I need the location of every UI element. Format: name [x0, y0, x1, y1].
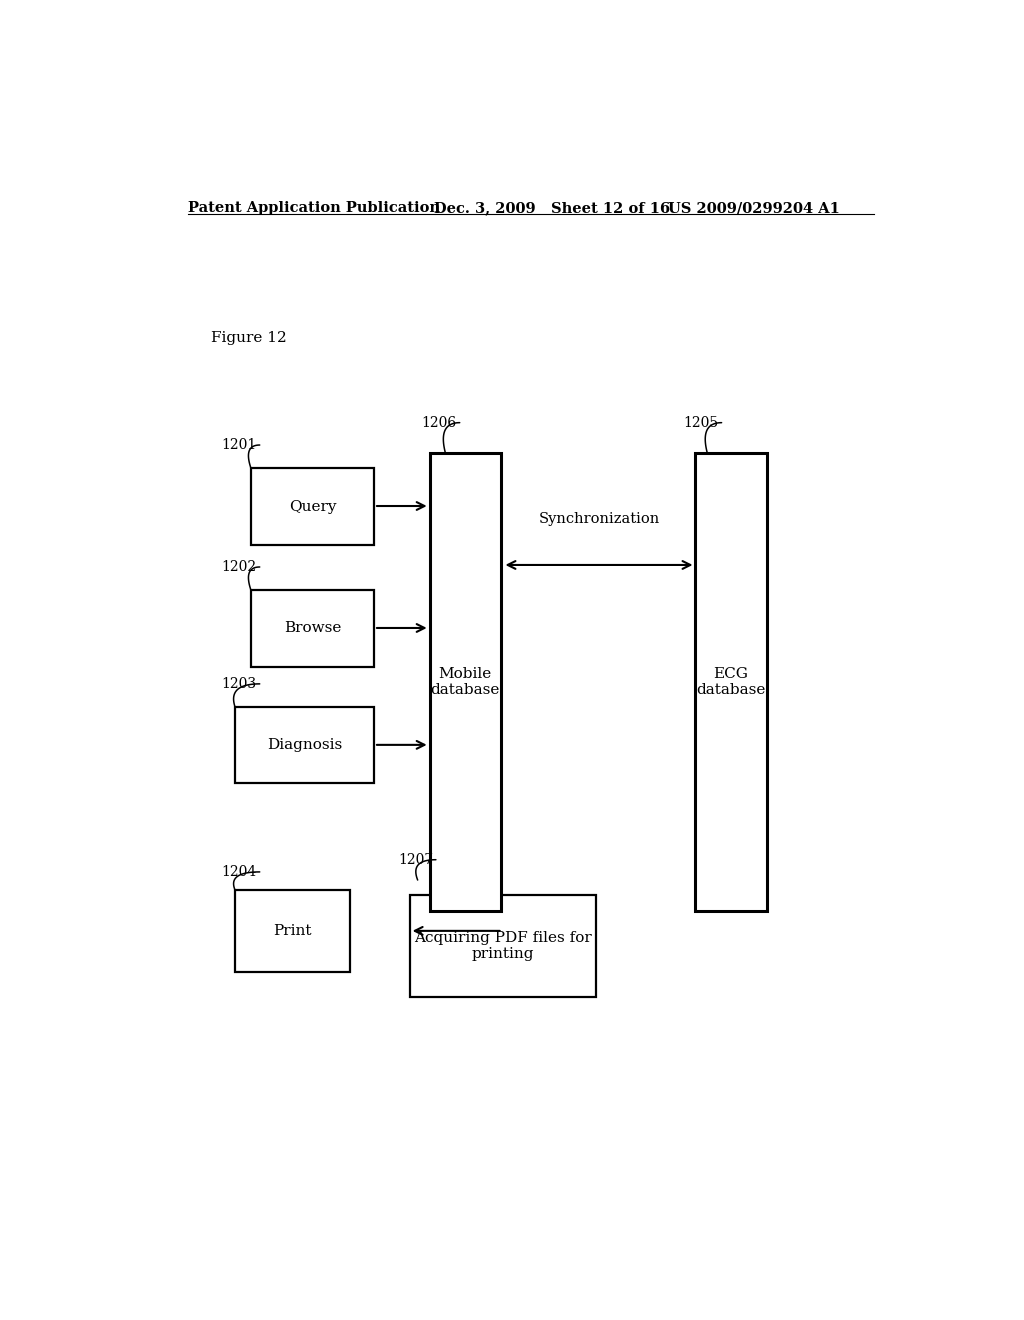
Text: Browse: Browse	[284, 622, 341, 635]
Text: 1207: 1207	[397, 853, 433, 867]
Text: Print: Print	[273, 924, 312, 939]
Bar	[236, 708, 374, 784]
Text: Patent Application Publication: Patent Application Publication	[187, 201, 439, 215]
Text: ECG
database: ECG database	[696, 667, 766, 697]
Text: 1203: 1203	[221, 677, 257, 690]
Text: 1206: 1206	[422, 416, 457, 430]
Bar	[410, 895, 596, 997]
Bar	[251, 590, 374, 667]
Text: 1202: 1202	[221, 560, 257, 574]
Text: Figure 12: Figure 12	[211, 331, 287, 346]
Text: US 2009/0299204 A1: US 2009/0299204 A1	[668, 201, 840, 215]
Text: Diagnosis: Diagnosis	[267, 738, 342, 752]
Text: Acquiring PDF files for
printing: Acquiring PDF files for printing	[414, 931, 592, 961]
Bar	[695, 453, 767, 911]
Text: Mobile
database: Mobile database	[431, 667, 500, 697]
Text: Dec. 3, 2009   Sheet 12 of 16: Dec. 3, 2009 Sheet 12 of 16	[433, 201, 670, 215]
Text: Query: Query	[289, 499, 336, 513]
Text: 1205: 1205	[684, 416, 719, 430]
Text: 1204: 1204	[221, 865, 257, 879]
Bar	[251, 469, 374, 545]
Text: Synchronization: Synchronization	[539, 512, 659, 527]
Bar	[236, 890, 350, 972]
Text: 1201: 1201	[221, 438, 257, 451]
Bar	[430, 453, 501, 911]
